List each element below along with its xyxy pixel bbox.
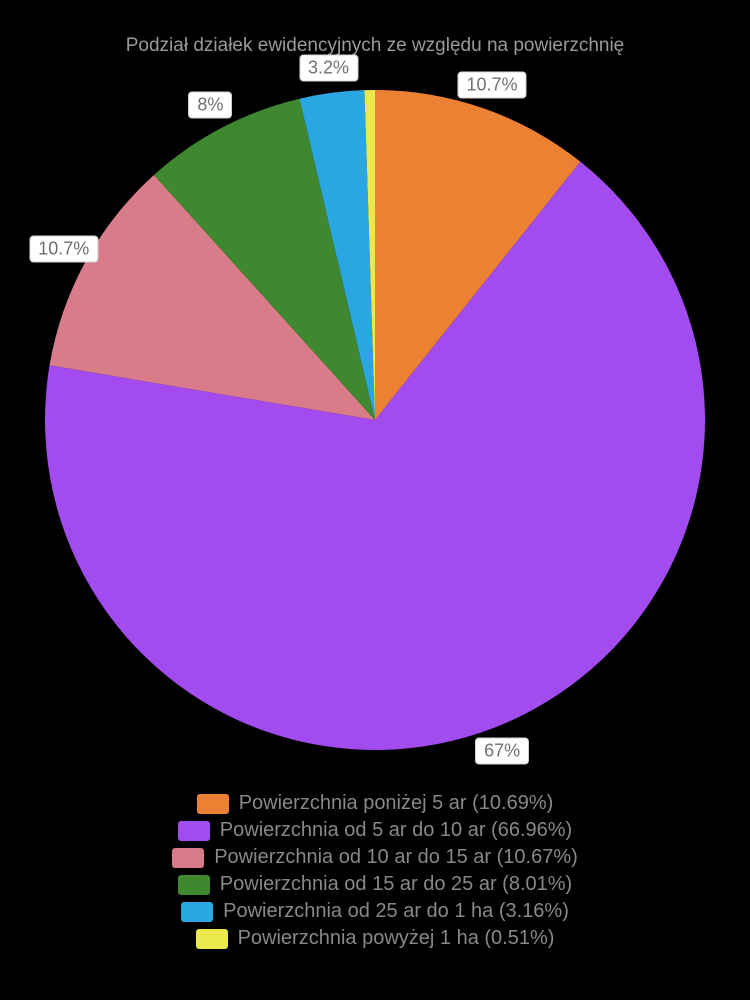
- legend-label: Powierzchnia od 15 ar do 25 ar (8.01%): [220, 873, 572, 896]
- chart-title: Podział działek ewidencyjnych ze względu…: [0, 35, 750, 57]
- legend-item: Powierzchnia poniżej 5 ar (10.69%): [197, 792, 554, 815]
- legend-label: Powierzchnia powyżej 1 ha (0.51%): [238, 927, 555, 950]
- legend-swatch: [197, 794, 229, 814]
- legend-swatch: [196, 929, 228, 949]
- legend-label: Powierzchnia od 25 ar do 1 ha (3.16%): [223, 900, 569, 923]
- slice-label: 67%: [475, 738, 529, 765]
- legend-swatch: [178, 821, 210, 841]
- legend-swatch: [181, 902, 213, 922]
- legend-label: Powierzchnia od 10 ar do 15 ar (10.67%): [214, 846, 578, 869]
- legend-item: Powierzchnia od 25 ar do 1 ha (3.16%): [181, 900, 569, 923]
- legend-label: Powierzchnia poniżej 5 ar (10.69%): [239, 792, 554, 815]
- slice-label: 8%: [188, 92, 232, 119]
- pie-chart-container: Podział działek ewidencyjnych ze względu…: [0, 0, 750, 1000]
- slice-label: 10.7%: [29, 236, 98, 263]
- pie-chart: [45, 90, 705, 750]
- slice-label: 3.2%: [299, 55, 358, 82]
- legend-item: Powierzchnia od 5 ar do 10 ar (66.96%): [178, 819, 572, 842]
- legend-label: Powierzchnia od 5 ar do 10 ar (66.96%): [220, 819, 572, 842]
- legend-item: Powierzchnia powyżej 1 ha (0.51%): [196, 927, 555, 950]
- legend: Powierzchnia poniżej 5 ar (10.69%) Powier…: [0, 792, 750, 950]
- slice-label: 10.7%: [457, 71, 526, 98]
- legend-swatch: [172, 848, 204, 868]
- legend-item: Powierzchnia od 10 ar do 15 ar (10.67%): [172, 846, 578, 869]
- legend-item: Powierzchnia od 15 ar do 25 ar (8.01%): [178, 873, 572, 896]
- legend-swatch: [178, 875, 210, 895]
